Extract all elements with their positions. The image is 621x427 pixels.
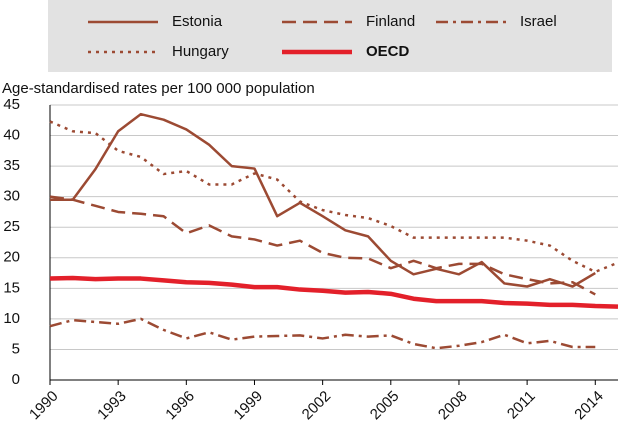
x-tick-label: 2014 [571,388,607,424]
x-tick-label: 2011 [504,388,539,423]
legend-label: OECD [366,43,410,60]
x-tick-label: 1993 [94,388,130,424]
y-axis-label: Age-standardised rates per 100 000 popul… [2,80,315,97]
x-tick-label: 2005 [367,388,403,424]
legend-label: Israel [520,13,557,30]
y-tick-label: 0 [12,371,20,388]
legend-label: Hungary [172,43,229,60]
legend-label: Finland [366,13,415,30]
x-tick-label: 1999 [230,388,266,424]
legend-label: Estonia [172,13,223,30]
x-tick-label: 1990 [26,388,62,424]
x-tick-label: 1996 [162,388,198,424]
y-tick-label: 5 [12,340,20,357]
y-tick-label: 30 [3,188,20,205]
series-line [49,120,619,274]
y-tick-label: 25 [3,218,20,235]
series-line [50,112,596,288]
series-line [49,317,596,350]
y-tick-label: 45 [3,96,20,113]
y-tick-label: 20 [3,249,20,266]
legend-box [48,0,612,72]
y-tick-label: 40 [3,127,20,144]
series-line [49,275,619,309]
y-tick-label: 35 [3,157,20,174]
y-tick-label: 10 [3,310,20,327]
y-tick-label: 15 [3,279,20,296]
x-tick-label: 2008 [435,388,471,424]
x-tick-label: 2002 [299,388,335,424]
series-line [49,195,596,296]
